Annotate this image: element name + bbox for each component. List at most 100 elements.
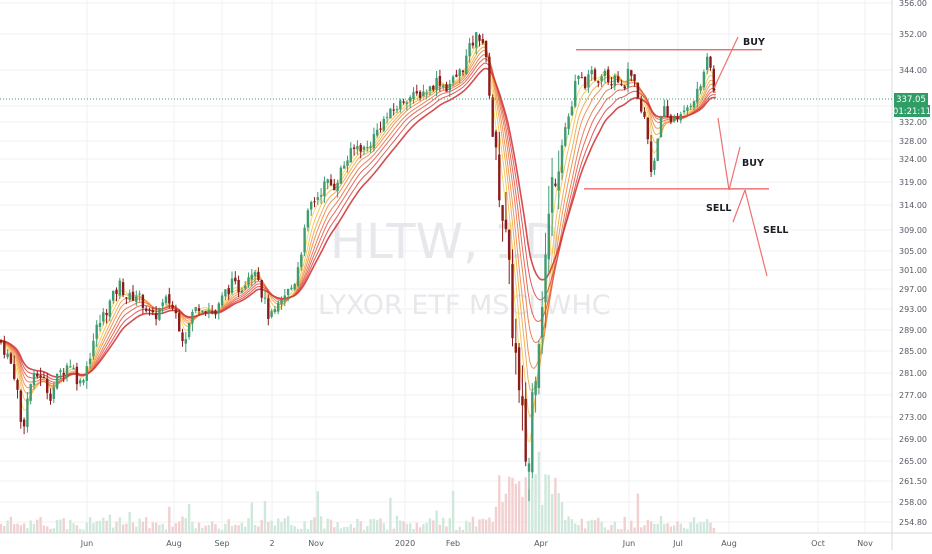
candle-body <box>636 82 640 98</box>
candle-body <box>118 280 121 296</box>
candle-body <box>296 267 300 286</box>
volume-bar <box>359 521 362 533</box>
candle-body <box>451 76 455 83</box>
volume-bar <box>207 524 211 533</box>
volume-bar <box>544 474 547 533</box>
volume-bar <box>240 522 244 533</box>
volume-bar <box>148 528 151 533</box>
candle-body <box>399 100 402 110</box>
candle-body <box>362 146 366 150</box>
candle-body <box>494 131 498 148</box>
ribbon-line <box>0 62 717 381</box>
candle-body <box>55 373 59 389</box>
candle-body <box>145 308 148 312</box>
volume-bar <box>267 521 270 533</box>
candle-body <box>603 70 607 77</box>
price-tick-label: 328.00 <box>899 137 927 146</box>
candle-body <box>461 70 465 73</box>
candle-body <box>277 302 280 312</box>
candle-body <box>95 324 98 339</box>
candle-body <box>484 40 488 58</box>
candle-body <box>610 84 613 86</box>
volume-bar <box>108 514 112 533</box>
candle-body <box>630 70 633 76</box>
candle-body <box>425 92 428 94</box>
candle-body <box>293 284 296 290</box>
candle-body <box>607 69 610 83</box>
candle-body <box>85 366 88 381</box>
candle-body <box>412 92 415 99</box>
candle-body <box>121 282 125 296</box>
time-tick-label: Aug <box>721 539 737 548</box>
candle-body <box>29 383 32 401</box>
volume-bar <box>296 529 300 533</box>
candle-body <box>9 353 13 364</box>
volume-bar <box>577 525 580 533</box>
volume-bar <box>181 516 184 533</box>
candle-body <box>385 117 389 119</box>
price-tick-label: 269.00 <box>899 435 927 444</box>
time-axis: Jun Aug Sep 2 Nov 2020 Feb Apr Jun Jul Aug Oct Nov <box>0 532 932 548</box>
volume-bar <box>676 521 679 533</box>
volume-bar <box>187 503 191 533</box>
volume-bar <box>16 523 19 533</box>
price-tick-label: 265.00 <box>899 457 927 466</box>
volume-bar <box>329 519 333 533</box>
candle-body <box>112 290 115 301</box>
candle-body <box>300 254 303 267</box>
candle-body <box>191 311 194 324</box>
current-price-tag <box>894 93 928 105</box>
volume-bar <box>537 451 541 533</box>
candle-body <box>270 311 273 317</box>
volume-bar <box>217 528 220 533</box>
candle-body <box>653 160 656 170</box>
countdown-tag <box>894 105 930 117</box>
volume-bar <box>290 524 293 533</box>
price-tick-label: 309.00 <box>899 226 927 235</box>
candle-body <box>580 77 583 79</box>
volume-bar <box>280 522 283 533</box>
volume-bar <box>376 520 379 533</box>
candle-body <box>356 146 359 150</box>
volume-bar <box>336 522 339 533</box>
volume-bar <box>55 520 59 533</box>
volume-bar <box>564 520 567 533</box>
volume-bar <box>547 475 550 533</box>
buy-annotation: BUY <box>743 37 765 48</box>
volume-bar <box>349 524 352 533</box>
candle-body <box>131 291 135 301</box>
volume-bar <box>201 527 204 533</box>
candle-body <box>686 107 689 111</box>
candle-body <box>481 39 484 43</box>
candle-body <box>178 313 181 332</box>
price-tick-label: 297.00 <box>899 285 927 294</box>
volume-bar <box>524 477 527 533</box>
price-tick-label: 314.00 <box>899 201 927 210</box>
ribbon-line <box>0 67 717 378</box>
price-tick-label: 258.00 <box>899 498 927 507</box>
volume-bar <box>230 525 234 533</box>
volume-bar <box>293 526 296 533</box>
volume-bar <box>356 518 359 533</box>
price-tick-label: 356.00 <box>899 0 927 8</box>
candle-body <box>574 80 577 107</box>
volume-bar <box>478 519 481 533</box>
candle-body <box>577 75 580 80</box>
candle-body <box>415 91 418 94</box>
candle-body <box>465 55 468 75</box>
candle-body <box>389 108 392 119</box>
candle-body <box>699 86 702 91</box>
volume-bar <box>303 521 306 533</box>
volume-bar <box>118 517 121 533</box>
volume-bar <box>686 528 689 533</box>
candle-body <box>65 365 69 378</box>
candle-body <box>531 392 534 473</box>
volume-bar <box>372 518 376 533</box>
candle-body <box>194 307 197 311</box>
candle-body <box>478 35 481 41</box>
candle-body <box>376 129 379 136</box>
candle-body <box>534 381 537 396</box>
volume-bar <box>554 477 557 533</box>
volume-bar <box>168 506 171 533</box>
